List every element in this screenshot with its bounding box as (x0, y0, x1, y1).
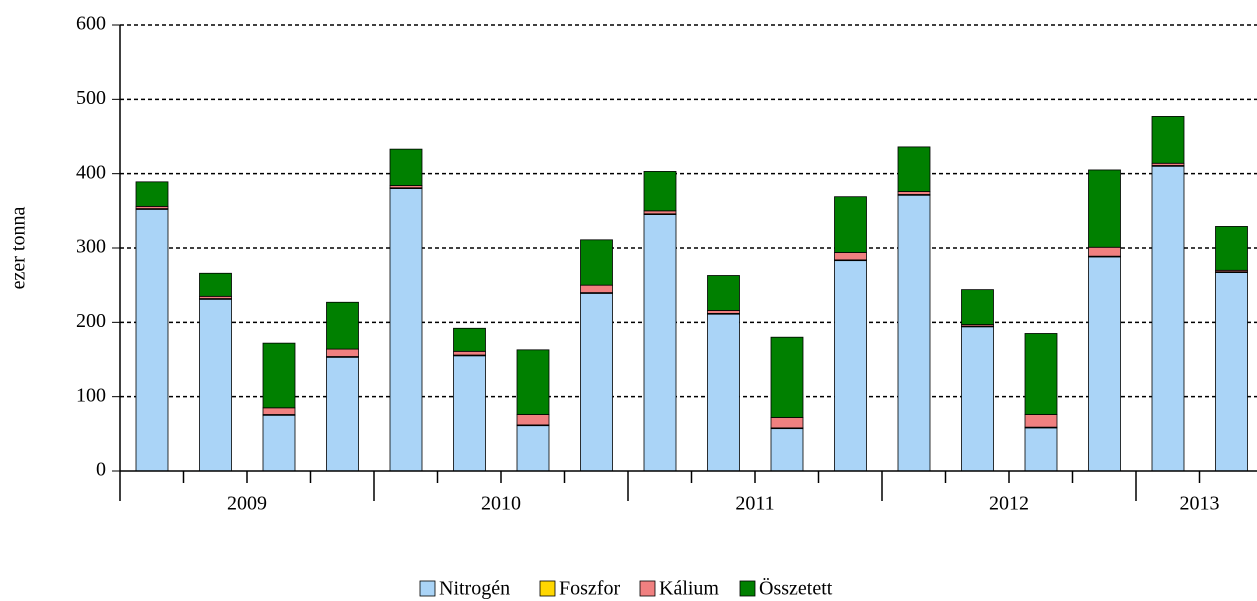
bar-segment (135, 181, 169, 207)
y-tick-label: 600 (76, 13, 106, 35)
group-label: 2011 (735, 493, 774, 515)
bar-segment (516, 425, 550, 472)
bar-segment (643, 171, 677, 212)
legend-swatch (739, 580, 756, 597)
bar-segment (326, 348, 359, 357)
bar-segment (262, 407, 296, 415)
bar-segment (1215, 272, 1248, 472)
legend-label: Kálium (659, 578, 719, 600)
bar-segment (1151, 165, 1185, 472)
bar-segment (262, 414, 296, 472)
group-label: 2012 (989, 493, 1029, 515)
bar-segment (1088, 246, 1121, 257)
bar-segment (326, 301, 359, 350)
bar-segment (326, 356, 359, 472)
bar-segment (643, 210, 677, 215)
bar-segment (580, 292, 613, 472)
bar-segment (707, 310, 740, 314)
bar-segment (1151, 116, 1185, 164)
bar-segment (262, 342, 296, 409)
bar-segment (834, 252, 867, 261)
legend-swatch (639, 580, 656, 597)
bar-segment (1215, 226, 1248, 271)
legend-swatch (419, 580, 436, 597)
bar-segment (1088, 256, 1121, 472)
bar-segment (834, 260, 867, 472)
bar-segment (961, 326, 994, 472)
legend-label: Nitrogén (439, 578, 510, 600)
bar-segment (453, 355, 486, 472)
legend-label: Foszfor (559, 578, 620, 600)
bar-segment (199, 298, 232, 472)
bar-segment (1024, 427, 1058, 472)
bar-segment (453, 327, 486, 352)
bar-segment (770, 336, 804, 418)
legend-swatch (539, 580, 556, 597)
bar-segment (707, 275, 740, 311)
y-tick-label: 200 (76, 310, 106, 332)
bar-segment (643, 214, 677, 472)
bar-segment (199, 272, 232, 297)
y-tick-label: 0 (96, 459, 106, 481)
bar-segment (834, 196, 867, 253)
bar-segment (453, 350, 486, 356)
y-tick-label: 300 (76, 236, 106, 258)
bar-segment (1024, 333, 1058, 415)
group-label: 2010 (481, 493, 521, 515)
y-axis-label: ezer tonna (8, 207, 30, 290)
legend-label: Összetett (759, 577, 833, 600)
bar-segment (516, 414, 550, 426)
bar-segment (707, 313, 740, 472)
y-tick-label: 400 (76, 161, 106, 183)
bar-segment (580, 239, 613, 286)
bar-segment (770, 428, 804, 472)
y-tick-label: 100 (76, 384, 106, 406)
group-label: 2009 (227, 493, 267, 515)
group-label: 2013 (1180, 493, 1220, 515)
bar-segment (516, 349, 550, 415)
bar-segment (389, 148, 423, 186)
bar-segment (389, 188, 423, 472)
bar-segment (897, 191, 931, 195)
bar-segment (135, 208, 169, 472)
bar-segment (1088, 169, 1121, 248)
bar-segment (580, 284, 613, 293)
bar-segment (897, 194, 931, 472)
bar-segment (1024, 414, 1058, 428)
legend: Nitrogén Foszfor Kálium Összetett (419, 577, 833, 600)
bar-segment (897, 146, 931, 192)
bar-segment (961, 289, 994, 325)
y-tick-label: 500 (76, 87, 106, 109)
bar-segment (770, 417, 804, 429)
